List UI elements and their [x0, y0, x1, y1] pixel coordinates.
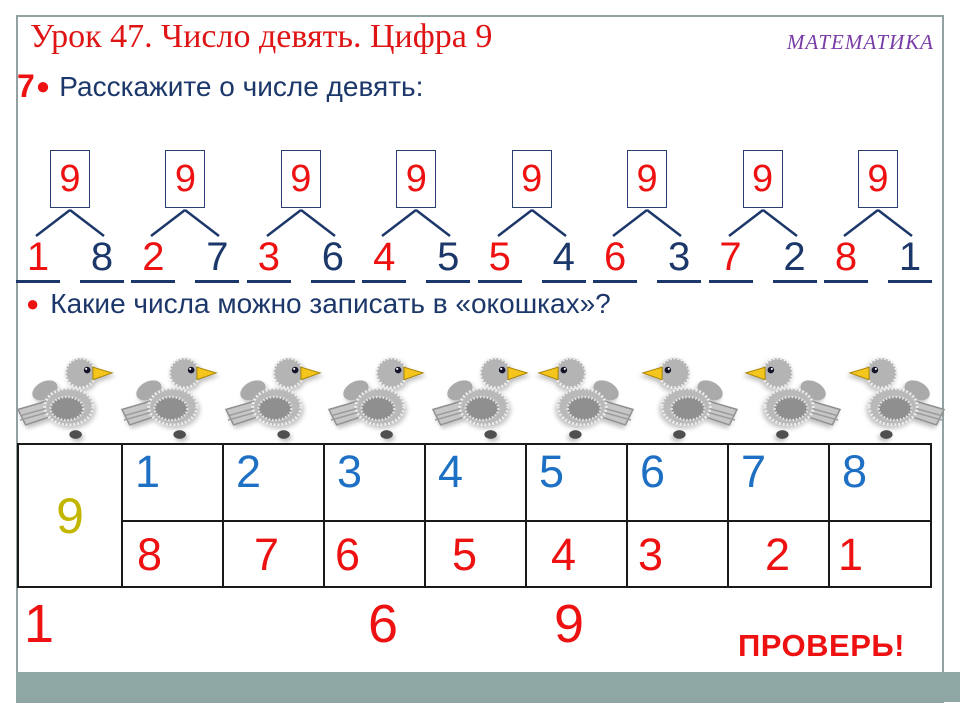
- total-window-box: 9: [50, 150, 90, 208]
- total-value: 9: [290, 157, 312, 200]
- left-addend: 2: [131, 237, 176, 283]
- branch-lines-icon: [35, 209, 105, 237]
- total-window-box: 9: [857, 150, 898, 208]
- task-text: Расскажите о числе девять:: [59, 70, 424, 102]
- branch-lines-icon: [727, 209, 798, 237]
- table-cell-bottom: 5: [424, 520, 527, 588]
- table-total-cell: 9: [17, 443, 123, 588]
- bird-icon: [327, 350, 427, 444]
- total-window-box: 9: [511, 150, 552, 208]
- left-addend: 7: [708, 237, 753, 283]
- bird-icon: [846, 350, 946, 444]
- bullet-icon: ●: [26, 291, 40, 316]
- bird-icon: [639, 350, 739, 444]
- bird-icon: [16, 350, 116, 444]
- left-addend: 6: [593, 237, 638, 283]
- branch-lines-icon: [843, 209, 913, 237]
- table-cell-bottom: 4: [525, 520, 628, 588]
- branch-lines-icon: [266, 209, 336, 237]
- task-number: 7: [17, 68, 35, 104]
- branch-lines-icon: [612, 209, 682, 237]
- bird-icon: [742, 350, 842, 444]
- bottom-answer: 9: [554, 594, 585, 654]
- table-cell-bottom: 2: [727, 520, 830, 588]
- birds-row: [16, 348, 946, 444]
- bird-icon: [224, 350, 324, 444]
- total-value: 9: [405, 157, 427, 200]
- total-window-box: 9: [165, 150, 206, 208]
- right-addend: 4: [541, 237, 586, 283]
- total-value: 9: [59, 157, 81, 200]
- total-window-box: 9: [396, 150, 437, 208]
- left-addend: 8: [823, 237, 868, 283]
- table-cell-top: 7: [727, 443, 830, 522]
- total-window-box: 9: [280, 150, 321, 208]
- branch-lines-icon: [381, 209, 452, 237]
- check-button[interactable]: ПРОВЕРЬ!: [738, 628, 906, 663]
- right-addend: 3: [657, 237, 702, 283]
- question-line: ● Какие числа можно записать в «окошках»…: [26, 288, 611, 320]
- total-window-box: 9: [742, 150, 783, 208]
- page-title: Урок 47. Число девять. Цифра 9: [30, 18, 493, 55]
- table-cell-bottom: 6: [323, 520, 426, 588]
- table-cell-top: 5: [525, 443, 628, 522]
- slide-frame: [16, 15, 944, 703]
- total-window-box: 9: [627, 150, 668, 208]
- right-addend: 6: [310, 237, 355, 283]
- bird-icon: [120, 350, 220, 444]
- table-cell-bottom: 3: [626, 520, 729, 588]
- right-addend: 7: [195, 237, 240, 283]
- bird-icon: [431, 350, 531, 444]
- bird-icon: [535, 350, 635, 444]
- table-cell-top: 8: [828, 443, 932, 522]
- right-addend: 2: [772, 237, 817, 283]
- table-cell-top: 1: [121, 443, 224, 522]
- left-addend: 1: [16, 237, 60, 283]
- right-addend: 5: [426, 237, 471, 283]
- question-text: Какие числа можно записать в «окошках»?: [50, 288, 611, 319]
- table-cell-top: 4: [424, 443, 527, 522]
- table-cell-top: 2: [222, 443, 325, 522]
- table-cell-top: 3: [323, 443, 426, 522]
- bottom-accent-band: [16, 672, 960, 702]
- task-line: 7 ● Расскажите о числе девять:: [17, 68, 423, 105]
- total-value: 9: [521, 157, 543, 200]
- composition-table: 9 1 2 3 4 5 6 7 8 8 7 6 5 4 3 2 1: [17, 443, 932, 588]
- branch-lines-icon: [496, 209, 567, 237]
- bottom-answer: 1: [24, 594, 55, 654]
- table-cell-bottom: 7: [222, 520, 325, 588]
- table-cell-bottom: 1: [828, 520, 932, 588]
- left-addend: 5: [477, 237, 522, 283]
- branch-lines-icon: [150, 209, 221, 237]
- table-cell-bottom: 8: [121, 520, 224, 588]
- right-addend: 1: [887, 237, 932, 283]
- left-addend: 3: [246, 237, 291, 283]
- right-addend: 8: [80, 237, 124, 283]
- table-cell-top: 6: [626, 443, 729, 522]
- total-value: 9: [636, 157, 658, 200]
- total-value: 9: [174, 157, 196, 200]
- total-value: 9: [751, 157, 774, 200]
- total-value: 9: [867, 157, 889, 200]
- subject-watermark: МАТЕМАТИКА: [786, 30, 934, 54]
- bullet-icon: ●: [35, 72, 51, 100]
- left-addend: 4: [362, 237, 407, 283]
- bottom-answer: 6: [368, 594, 399, 654]
